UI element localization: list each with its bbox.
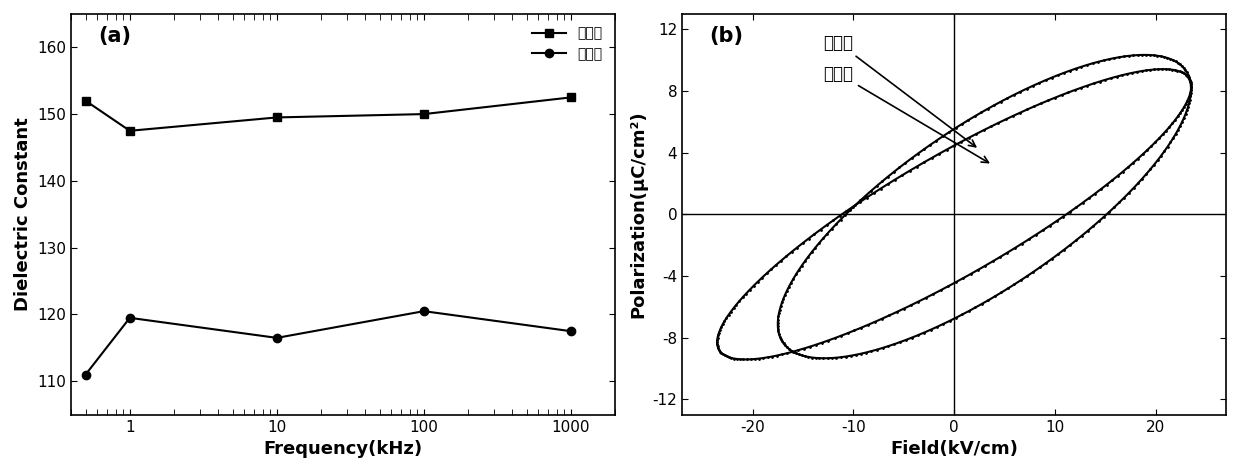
X-axis label: Frequency(kHz): Frequency(kHz) [264, 440, 423, 458]
X-axis label: Field(kV/cm): Field(kV/cm) [890, 440, 1018, 458]
Legend: 掘杂后, 掘杂前: 掘杂后, 掘杂前 [526, 21, 609, 67]
Y-axis label: Dielectric Constant: Dielectric Constant [14, 118, 32, 311]
掘杂前 [123, 315, 138, 320]
掘杂后 [563, 94, 578, 100]
Text: (a): (a) [98, 26, 131, 46]
Text: 掘杂前: 掘杂前 [823, 65, 988, 162]
掘杂后 [123, 128, 138, 134]
Text: 掘杂后: 掘杂后 [823, 34, 976, 147]
掘杂后 [269, 115, 284, 120]
Line: 掘杂后: 掘杂后 [82, 93, 575, 135]
Text: (b): (b) [709, 26, 744, 46]
掘杂前 [269, 335, 284, 341]
掘杂前 [417, 308, 432, 314]
掘杂后 [417, 111, 432, 117]
掘杂前 [78, 372, 93, 378]
掘杂后 [78, 98, 93, 103]
掘杂前 [563, 329, 578, 334]
Line: 掘杂前: 掘杂前 [82, 307, 575, 379]
Y-axis label: Polarization(μC/cm²): Polarization(μC/cm²) [629, 110, 647, 318]
